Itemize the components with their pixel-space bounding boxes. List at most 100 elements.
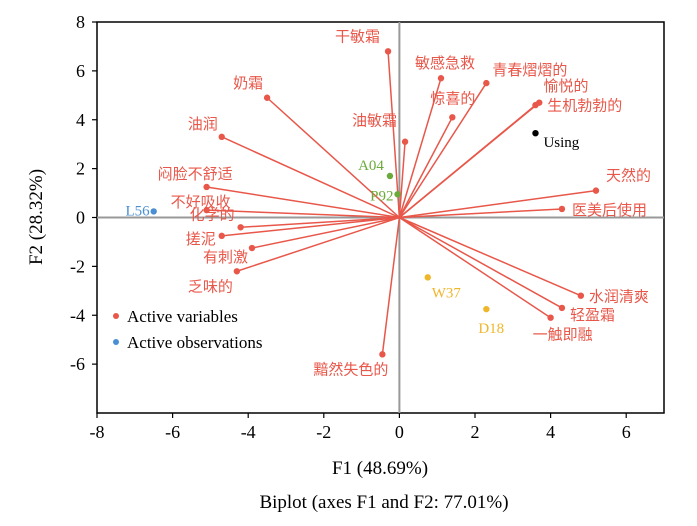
variable-point	[263, 94, 271, 101]
variable-point	[218, 133, 225, 141]
y-tick-label: 0	[76, 208, 85, 228]
variable-label: 乏味的	[188, 277, 233, 295]
variable-vector	[266, 97, 400, 219]
variable-vector	[399, 216, 563, 309]
y-tick-label: -4	[70, 305, 85, 325]
variable-label: 生机勃勃的	[547, 97, 622, 115]
observation-point	[394, 191, 401, 198]
variable-point	[384, 48, 392, 55]
x-tick-label: -4	[241, 422, 256, 442]
variable-point	[203, 206, 210, 214]
variable-vector	[206, 209, 400, 219]
variable-label: 闷脸不舒适	[158, 165, 233, 183]
variable-point	[248, 244, 256, 252]
variable-vector	[398, 216, 552, 319]
variable-point	[203, 183, 210, 191]
variable-point	[449, 114, 456, 121]
x-tick-label: -2	[316, 422, 331, 442]
variable-vector	[398, 77, 442, 218]
observation-points: L56 A04 P92 Using W37 D18	[126, 129, 580, 337]
observation-point	[483, 305, 490, 313]
variable-vector	[236, 216, 400, 272]
variable-label: 惊喜的	[430, 89, 475, 107]
observation-label: D18	[478, 321, 504, 337]
variable-point	[401, 138, 409, 145]
observation-point	[150, 208, 157, 215]
variable-point	[577, 292, 585, 299]
legend-label-observations: Active observations	[127, 333, 263, 352]
variable-point	[547, 314, 554, 321]
axis-ticks: -8 -6 -4 -2 0 2 4 6 -6 -4 -2 0 2 4 6 8	[70, 12, 631, 442]
y-tick-label: 8	[76, 12, 85, 32]
variable-label: 天然的	[606, 167, 651, 185]
variable-label: 干敏霜	[335, 27, 380, 45]
variable-vector	[206, 186, 400, 219]
observation-label: A04	[358, 158, 384, 174]
chart-caption: Biplot (axes F1 and F2: 77.01%)	[259, 492, 508, 513]
variable-label: 一触即融	[533, 326, 593, 344]
y-tick-label: -2	[70, 256, 85, 276]
variable-vector	[398, 102, 540, 219]
variable-point	[437, 75, 445, 82]
variable-vector	[381, 217, 401, 355]
legend-marker-observations	[113, 339, 119, 345]
variable-point	[218, 232, 225, 240]
legend-marker-variables	[113, 313, 119, 319]
variable-label: 医美后使用	[572, 201, 647, 219]
x-tick-label: 0	[395, 422, 404, 442]
variable-label: 水润清爽	[589, 288, 649, 306]
variable-vector	[221, 136, 400, 219]
observation-point	[386, 172, 394, 180]
variable-point	[237, 224, 244, 231]
variable-label: 有刺激	[203, 248, 248, 266]
y-axis-title: F2 (28.32%)	[26, 169, 47, 265]
variable-label: 不好吸收	[171, 193, 231, 211]
x-tick-label: -6	[165, 422, 180, 442]
variable-vector	[399, 189, 597, 219]
observation-point	[532, 129, 539, 137]
variable-label: 搓泥	[186, 230, 216, 248]
variable-point	[379, 351, 386, 358]
y-tick-label: 4	[76, 110, 85, 130]
variable-label: 奶霜	[233, 74, 263, 92]
legend-label-variables: Active variables	[127, 307, 238, 326]
variable-point	[558, 304, 566, 312]
observation-label: Using	[543, 135, 579, 151]
variable-vector	[398, 116, 453, 218]
variable-point	[233, 268, 241, 275]
variable-label: 油敏霜	[352, 112, 397, 130]
variable-label: 青春熠熠的	[492, 61, 567, 79]
observation-point	[424, 274, 431, 281]
variable-vector	[251, 216, 400, 249]
variable-label: 油润	[188, 115, 218, 133]
variable-label: 黯然失色的	[313, 360, 388, 378]
observation-label: L56	[126, 203, 151, 219]
x-axis-title: F1 (48.69%)	[332, 458, 428, 479]
variable-vector	[221, 216, 400, 237]
y-tick-label: 2	[76, 159, 85, 179]
variable-vector	[240, 216, 400, 229]
y-tick-label: 6	[76, 61, 85, 81]
variable-vector	[398, 82, 487, 218]
y-tick-label: -6	[70, 354, 85, 374]
variable-point	[536, 99, 543, 106]
variable-point	[483, 79, 490, 87]
x-tick-label: 4	[546, 422, 555, 442]
variable-vector	[387, 51, 401, 218]
variable-vector	[399, 208, 562, 219]
x-tick-label: 2	[471, 422, 480, 442]
x-tick-label: -8	[90, 422, 105, 442]
variable-vector	[399, 216, 582, 297]
observation-label: W37	[432, 285, 462, 301]
variable-label: 愉悦的	[543, 77, 588, 95]
variable-label: 化学的	[190, 205, 235, 223]
variable-vector	[398, 141, 406, 218]
legend: Active variables Active observations	[113, 307, 263, 352]
x-tick-label: 6	[622, 422, 631, 442]
variable-point	[592, 187, 600, 194]
variable-label: 敏感急救	[415, 54, 475, 72]
variable-point	[558, 205, 566, 213]
observation-label: P92	[370, 188, 393, 204]
